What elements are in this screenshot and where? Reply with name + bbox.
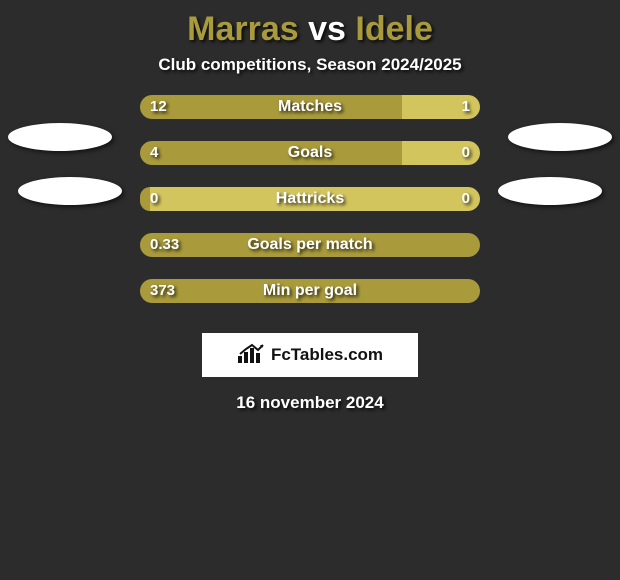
bar-track	[140, 233, 480, 257]
player2-name: Idele	[355, 10, 432, 48]
value-right: 0	[462, 187, 470, 211]
subtitle: Club competitions, Season 2024/2025	[0, 55, 620, 95]
decorative-ellipse	[8, 123, 112, 151]
bar-track	[140, 279, 480, 303]
decorative-ellipse	[508, 123, 612, 151]
value-left: 0.33	[150, 233, 179, 257]
bar-left	[140, 187, 150, 211]
value-left: 4	[150, 141, 158, 165]
chart-icon	[237, 342, 265, 369]
bar-track	[140, 95, 480, 119]
value-right: 0	[462, 141, 470, 165]
value-left: 0	[150, 187, 158, 211]
comparison-row: 0.33Goals per match	[0, 233, 620, 279]
bar-full	[140, 233, 480, 257]
bar-track	[140, 187, 480, 211]
decorative-ellipse	[18, 177, 122, 205]
bar-left	[140, 95, 402, 119]
source-badge-text: FcTables.com	[271, 345, 383, 365]
vs-text: vs	[308, 10, 346, 48]
decorative-ellipse	[498, 177, 602, 205]
source-badge: FcTables.com	[202, 333, 418, 377]
bar-left	[140, 141, 402, 165]
date-text: 16 november 2024	[0, 393, 620, 413]
bar-right	[150, 187, 480, 211]
player1-name: Marras	[187, 10, 299, 48]
comparison-row: 373Min per goal	[0, 279, 620, 325]
value-left: 373	[150, 279, 175, 303]
value-left: 12	[150, 95, 167, 119]
value-right: 1	[462, 95, 470, 119]
bar-full	[140, 279, 480, 303]
page-title: Marras vs Idele	[0, 0, 620, 55]
bar-track	[140, 141, 480, 165]
